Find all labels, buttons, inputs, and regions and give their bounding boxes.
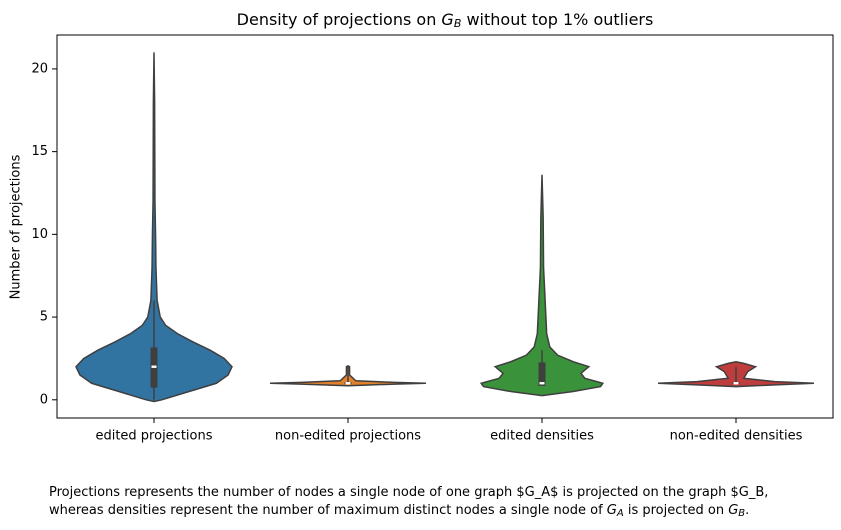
box (538, 362, 546, 386)
caption-line: Projections represents the number of nod… (49, 485, 768, 500)
y-tick-label: 0 (40, 392, 48, 407)
caption-line: whereas densities represent the number o… (49, 503, 749, 520)
y-tick-label: 5 (40, 310, 48, 325)
y-axis-label: Number of projections (9, 154, 24, 299)
median (733, 382, 739, 385)
title-math: G (441, 10, 453, 29)
caption-text: is projected on (624, 503, 728, 518)
plot-frame (56, 34, 834, 419)
x-tick-label: edited projections (95, 429, 212, 444)
y-tick-label: 20 (31, 61, 48, 76)
caption-text: Projections represents the number of nod… (49, 485, 768, 500)
title-text: Density of projections on (237, 10, 442, 29)
x-tick-label: non-edited projections (275, 429, 421, 444)
caption-sub: A (616, 508, 624, 519)
caption-sub: B (738, 508, 745, 519)
violin-body (75, 52, 233, 403)
median (345, 382, 351, 385)
y-tick-label: 15 (31, 144, 48, 159)
caption-math: G (728, 503, 738, 518)
chart-title: Density of projections on GB without top… (237, 10, 654, 31)
x-tick-label: non-edited densities (670, 429, 803, 444)
caption-math: G (607, 503, 617, 518)
y-tick-label: 10 (31, 227, 48, 242)
caption-text: whereas densities represent the number o… (49, 503, 607, 518)
x-tick-label: edited densities (490, 429, 594, 444)
title-text: without top 1% outliers (461, 10, 653, 29)
title-sub: B (454, 17, 462, 30)
violin-body (479, 174, 605, 397)
median (539, 382, 545, 385)
caption-text: . (745, 503, 749, 518)
median (151, 365, 157, 368)
